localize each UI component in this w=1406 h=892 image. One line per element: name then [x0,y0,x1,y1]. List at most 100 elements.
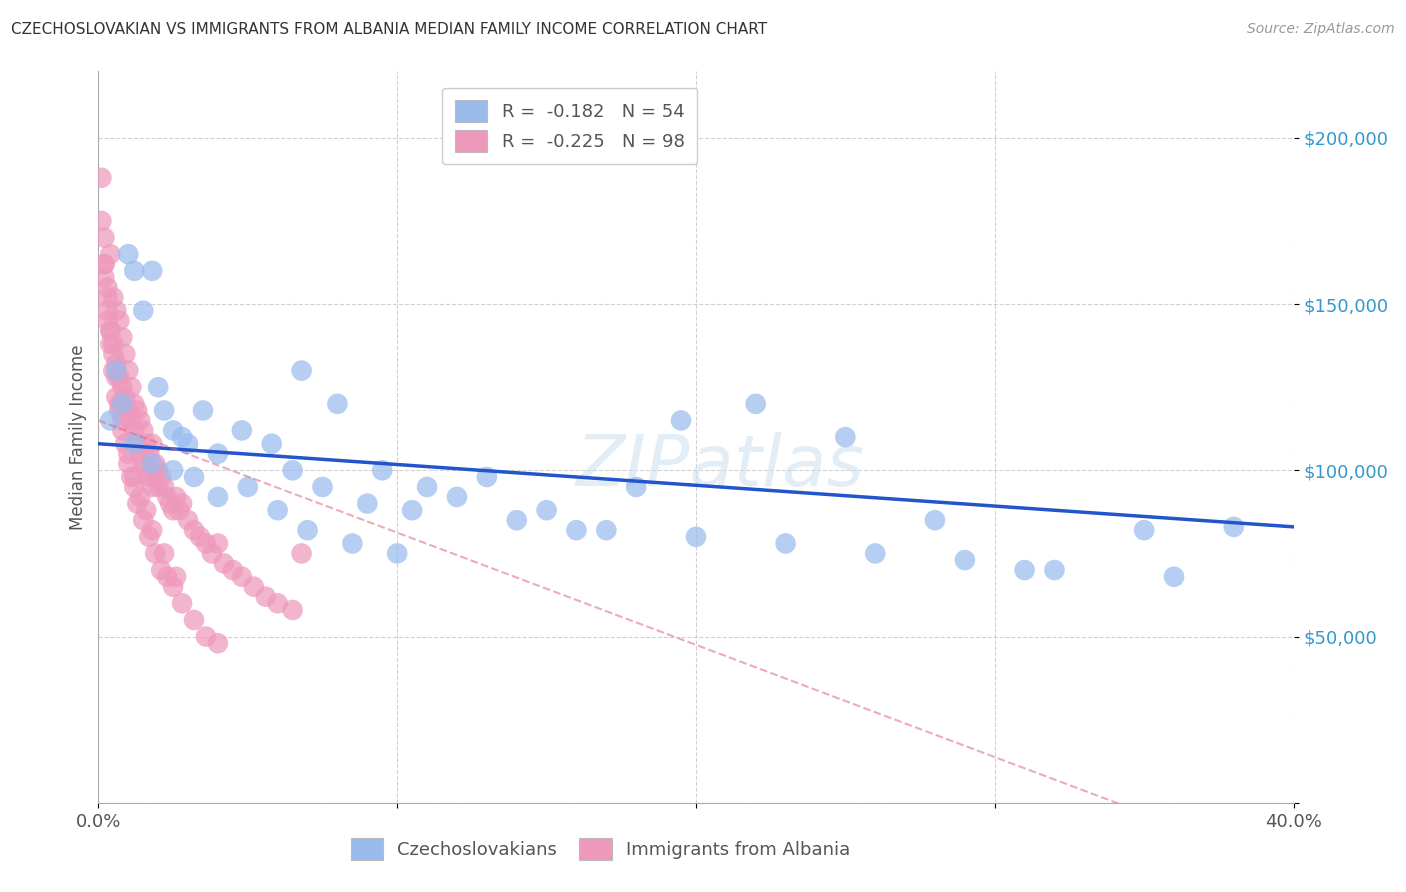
Point [401,503,423,517]
Point [291,546,314,560]
Point [183,613,205,627]
Point [105,363,128,377]
Point [90,170,112,185]
Point [132,303,155,318]
Point [98,324,122,338]
Point [326,397,349,411]
Point [127,497,149,511]
Point [177,436,200,450]
Point [195,630,218,644]
Point [124,436,146,450]
Point [138,470,160,484]
Point [93,230,115,244]
Text: ZIPatlas: ZIPatlas [575,432,865,500]
Point [222,563,245,577]
Point [148,480,170,494]
Point [117,247,139,261]
Point [162,580,184,594]
Point [212,557,235,571]
Point [156,570,179,584]
Point [108,314,131,328]
Point [1043,563,1066,577]
Point [172,430,194,444]
Point [96,290,118,304]
Point [1014,563,1036,577]
Point [156,490,179,504]
Point [120,470,142,484]
Point [117,403,139,417]
Point [124,480,146,494]
Point [207,447,229,461]
Text: Source: ZipAtlas.com: Source: ZipAtlas.com [1247,22,1395,37]
Point [1163,570,1185,584]
Point [236,480,259,494]
Point [114,436,136,450]
Point [93,257,115,271]
Point [475,470,498,484]
Point [93,270,115,285]
Point [297,523,319,537]
Point [775,536,797,550]
Point [111,424,134,438]
Point [111,380,134,394]
Point [148,380,170,394]
Point [150,563,173,577]
Legend: Czechoslovakians, Immigrants from Albania: Czechoslovakians, Immigrants from Albani… [343,830,858,867]
Point [141,457,163,471]
Point [141,436,163,450]
Point [96,280,118,294]
Point [626,480,648,494]
Point [162,424,184,438]
Point [446,490,468,504]
Point [165,570,187,584]
Point [132,424,155,438]
Point [595,523,617,537]
Point [120,413,142,427]
Point [124,424,146,438]
Point [291,363,314,377]
Point [98,324,122,338]
Point [254,590,277,604]
Point [143,470,166,484]
Point [111,397,134,411]
Point [105,390,128,404]
Point [371,463,394,477]
Point [207,490,229,504]
Y-axis label: Median Family Income: Median Family Income [69,344,87,530]
Point [162,503,184,517]
Point [311,480,333,494]
Point [98,413,122,427]
Point [281,603,304,617]
Point [129,413,152,427]
Point [1133,523,1156,537]
Point [141,264,163,278]
Point [124,264,146,278]
Point [98,337,122,351]
Point [356,497,378,511]
Point [111,330,134,344]
Point [165,490,187,504]
Point [117,363,139,377]
Point [172,497,194,511]
Point [132,457,155,471]
Point [195,536,218,550]
Point [111,413,134,427]
Point [108,397,131,411]
Point [183,470,205,484]
Point [103,290,125,304]
Point [103,347,125,361]
Point [114,347,136,361]
Point [105,370,128,384]
Point [105,357,128,371]
Point [231,424,253,438]
Point [188,530,211,544]
Point [129,447,152,461]
Point [924,513,946,527]
Point [506,513,529,527]
Point [267,503,290,517]
Point [138,530,160,544]
Point [536,503,558,517]
Text: CZECHOSLOVAKIAN VS IMMIGRANTS FROM ALBANIA MEDIAN FAMILY INCOME CORRELATION CHAR: CZECHOSLOVAKIAN VS IMMIGRANTS FROM ALBAN… [11,22,768,37]
Point [1223,520,1246,534]
Point [153,546,176,560]
